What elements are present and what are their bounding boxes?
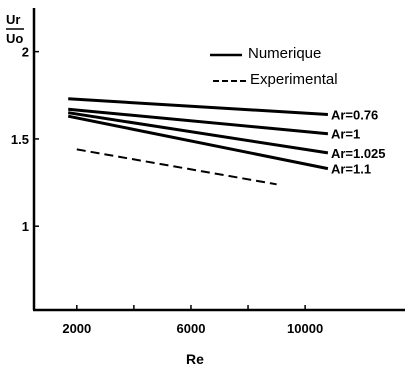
x-axis-title: Re — [186, 351, 204, 367]
x-tick-label: 2000 — [62, 321, 91, 336]
series-line-numerique — [68, 97, 328, 116]
series-label: Ar=1.1 — [331, 162, 371, 177]
legend-label-numerique: Numerique — [248, 45, 321, 62]
legend: Numerique Experimental — [210, 45, 338, 88]
y-axis-title-numerator: Ur — [6, 12, 20, 27]
series-label: Ar=1.025 — [331, 146, 386, 161]
y-axis-title-denominator: Uo — [6, 31, 23, 46]
y-tick-label: 2 — [22, 45, 29, 60]
y-axis-title: Ur Uo — [6, 12, 24, 46]
x-tick-label: 10000 — [287, 321, 323, 336]
series-label: Ar=0.76 — [331, 107, 378, 122]
plot-area — [32, 8, 405, 312]
series-line-numerique — [67, 114, 329, 171]
series-line-numerique — [68, 107, 329, 136]
legend-label-experimental: Experimental — [250, 71, 338, 88]
x-tick-label: 6000 — [177, 321, 206, 336]
y-tick-label: 1.5 — [11, 132, 29, 147]
y-ticks: 11.52 — [11, 45, 39, 234]
series-line-numerique — [67, 111, 329, 155]
y-tick-label: 1 — [22, 219, 29, 234]
series-layer — [67, 97, 329, 186]
series-line-experimental — [76, 148, 277, 186]
series-label: Ar=1 — [331, 127, 360, 142]
x-ticks: 2000 6000 10000 — [62, 305, 323, 336]
